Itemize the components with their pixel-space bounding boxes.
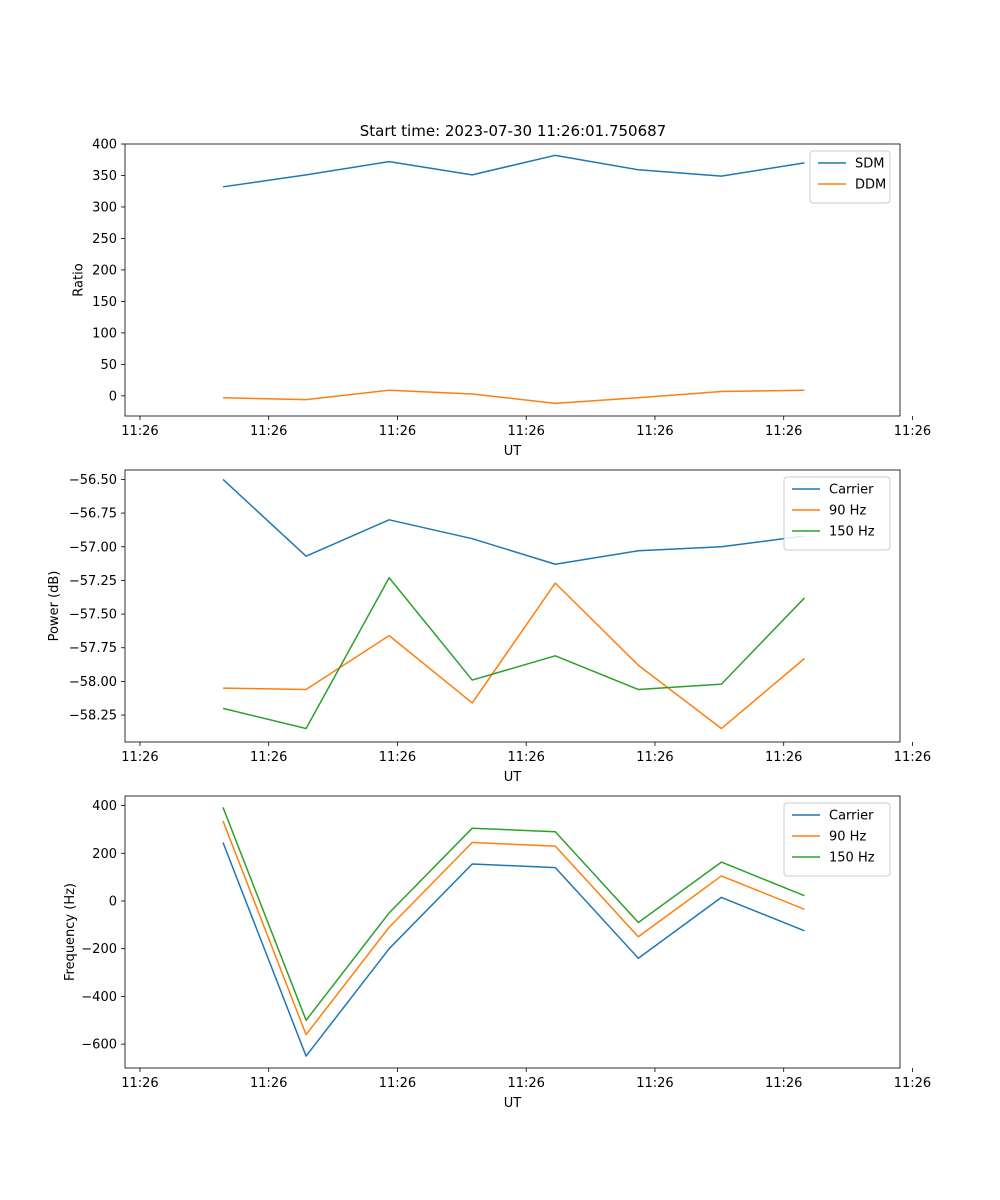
ratio-y-tick-label: 150 <box>92 295 117 310</box>
power-x-tick-label: 11:26 <box>507 750 544 765</box>
ratio-axes-frame <box>124 143 901 417</box>
frequency-series-90-hz-line <box>222 820 805 1036</box>
ratio-series-ddm-line <box>223 389 805 405</box>
frequency-x-tick-label: 11:26 <box>250 1076 287 1091</box>
frequency-y-tick-label: −600 <box>81 1038 117 1053</box>
frequency-legend-label-150-hz: 150 Hz <box>829 851 875 866</box>
power-axes-frame <box>124 469 901 743</box>
frequency-series-carrier-line <box>222 842 805 1057</box>
ratio-legend-label-ddm: DDM <box>855 178 886 193</box>
power-x-tick-label: 11:26 <box>121 750 158 765</box>
ratio-x-tick-label: 11:26 <box>507 424 544 439</box>
ratio-y-axis-label: Ratio <box>71 263 86 296</box>
power-y-axis-label: Power (dB) <box>47 571 62 642</box>
frequency-series-150-hz-line <box>222 807 805 1022</box>
ratio-y-tick-label: 250 <box>92 232 117 247</box>
ratio-y-tick-label: 400 <box>92 138 117 153</box>
ratio-x-tick-label: 11:26 <box>121 424 158 439</box>
ratio-x-tick-label: 11:26 <box>894 424 931 439</box>
power-panel: 11:26 11:26 11:26 11:26 11:26 11:26 11:26 −56.5… <box>47 469 931 785</box>
power-x-axis-label: UT <box>504 770 522 785</box>
power-x-tick-label: 11:26 <box>250 750 287 765</box>
ratio-legend-label-sdm: SDM <box>855 157 884 172</box>
power-y-tick-label: −57.75 <box>69 641 117 656</box>
frequency-y-tick-label: 400 <box>92 799 117 814</box>
power-y-tick-label: −57.25 <box>69 574 117 589</box>
ratio-legend-box <box>809 150 891 204</box>
frequency-x-tick-label: 11:26 <box>894 1076 931 1091</box>
ratio-x-tick-label: 11:26 <box>765 424 802 439</box>
frequency-y-tick-label: 0 <box>109 894 117 909</box>
ratio-x-tick-label: 11:26 <box>250 424 287 439</box>
frequency-x-tick-label: 11:26 <box>121 1076 158 1091</box>
frequency-axes-frame <box>124 795 901 1069</box>
frequency-y-tick-label: −200 <box>81 942 117 957</box>
power-x-tick-label: 11:26 <box>765 750 802 765</box>
ratio-x-tick-label: 11:26 <box>379 424 416 439</box>
ratio-series-sdm-line <box>222 154 805 188</box>
frequency-y-tick-label: 200 <box>92 847 117 862</box>
frequency-legend-label-90-hz: 90 Hz <box>829 830 866 845</box>
power-series-carrier-line <box>222 478 805 566</box>
power-y-tick-label: −56.75 <box>69 507 117 522</box>
figure-title: Start time: 2023-07-30 11:26:01.750687 <box>360 122 666 140</box>
power-y-tick-label: −56.50 <box>69 473 117 488</box>
ratio-y-tick-label: 300 <box>92 200 117 215</box>
ratio-y-tick-label: 0 <box>109 389 117 404</box>
ratio-y-tick-label: 200 <box>92 263 117 278</box>
ratio-y-tick-label: 50 <box>100 358 117 373</box>
power-series-150-hz-line <box>222 576 806 730</box>
frequency-panel: 11:26 11:26 11:26 11:26 11:26 11:26 11:26 400 20… <box>63 795 931 1111</box>
ratio-y-tick-label: 350 <box>92 169 117 184</box>
ratio-x-tick-label: 11:26 <box>636 424 673 439</box>
power-y-tick-label: −58.25 <box>69 709 117 724</box>
power-x-tick-label: 11:26 <box>894 750 931 765</box>
frequency-x-tick-label: 11:26 <box>636 1076 673 1091</box>
frequency-y-tick-label: −400 <box>81 990 117 1005</box>
frequency-x-tick-label: 11:26 <box>379 1076 416 1091</box>
ratio-x-axis-label: UT <box>504 444 522 459</box>
power-legend-label-90-hz: 90 Hz <box>829 504 866 519</box>
frequency-x-axis-label: UT <box>504 1096 522 1111</box>
power-y-tick-label: −57.50 <box>69 608 117 623</box>
frequency-legend-label-carrier: Carrier <box>829 809 874 824</box>
power-legend-label-150-hz: 150 Hz <box>829 525 875 540</box>
ratio-y-tick-label: 100 <box>92 326 117 341</box>
power-legend-label-carrier: Carrier <box>829 483 874 498</box>
power-series-90-hz-line <box>223 582 805 730</box>
frequency-y-axis-label: Frequency (Hz) <box>63 883 78 981</box>
power-x-tick-label: 11:26 <box>636 750 673 765</box>
power-y-tick-label: −58.00 <box>69 675 117 690</box>
power-x-tick-label: 11:26 <box>379 750 416 765</box>
power-y-tick-label: −57.00 <box>69 540 117 555</box>
frequency-x-tick-label: 11:26 <box>765 1076 802 1091</box>
frequency-x-tick-label: 11:26 <box>507 1076 544 1091</box>
ratio-panel: 11:26 11:26 11:26 11:26 11:26 11:26 11:26 0 50 10… <box>71 138 931 460</box>
